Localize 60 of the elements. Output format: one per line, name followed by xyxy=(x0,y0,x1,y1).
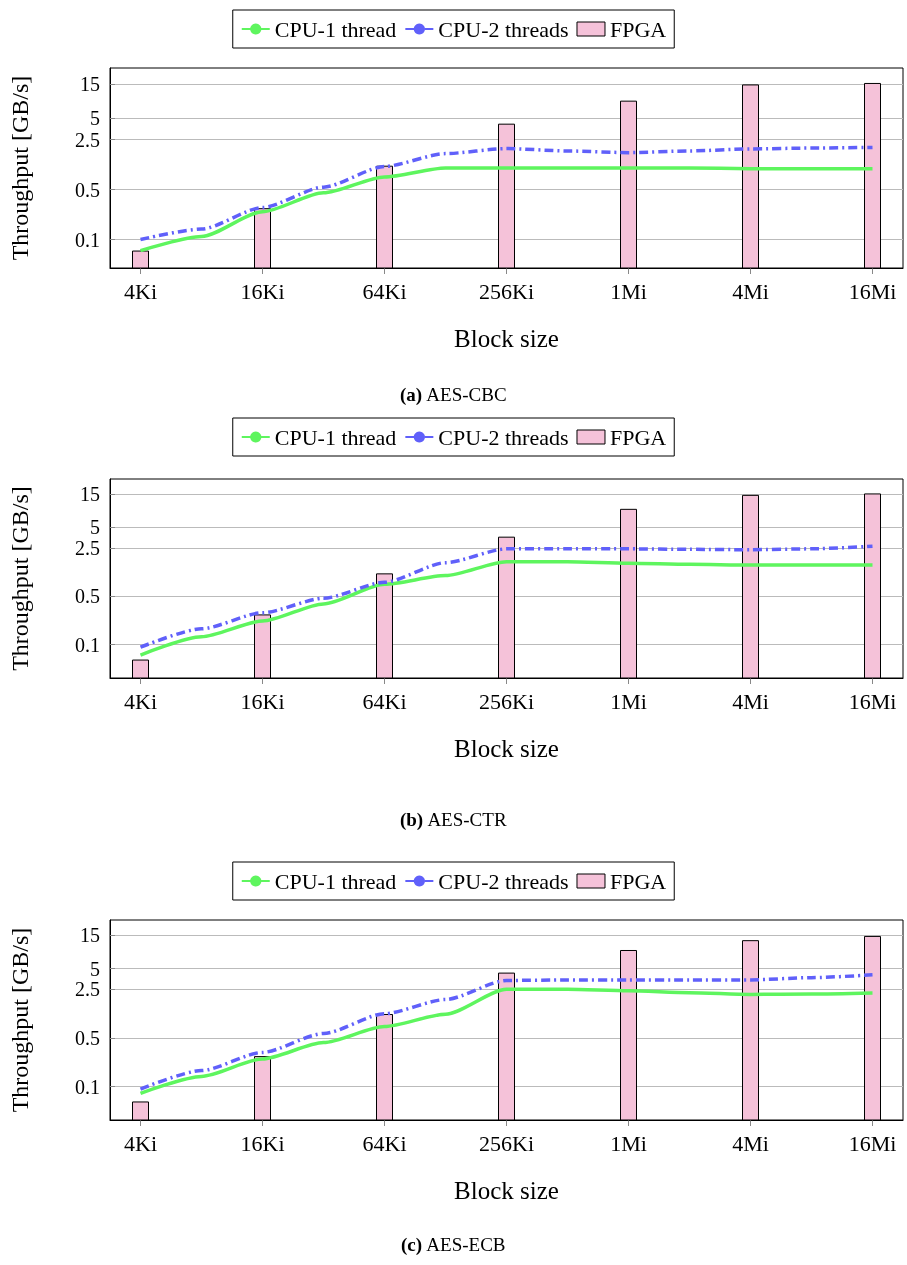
text: (a) AES-CBC xyxy=(399,384,507,406)
y-tick-label: 0.1 xyxy=(75,633,100,656)
y-tick-label: 0.1 xyxy=(75,228,100,251)
x-tick-label: 64Ki xyxy=(362,688,407,714)
line-series xyxy=(138,973,875,1091)
y-axis-title: Throughput [GB/s] xyxy=(7,75,33,261)
x-tick-label: 1Mi xyxy=(610,688,647,714)
y-tick-label: 5 xyxy=(90,516,100,539)
x-tick-label: 256Ki xyxy=(479,278,534,304)
legend-label: CPU-2 threads xyxy=(438,424,569,450)
legend-label: CPU-1 thread xyxy=(274,424,397,450)
x-tick-label: 4Mi xyxy=(732,1130,769,1156)
x-tick-label: 4Ki xyxy=(124,688,157,714)
line-series xyxy=(138,987,875,1096)
y-axis-title: Throughput [GB/s] xyxy=(7,486,33,671)
y-tick-label: 5 xyxy=(90,107,100,129)
x-axis-title: Block size xyxy=(454,735,559,762)
x-tick-label: 4Mi xyxy=(732,278,769,304)
y-tick-label: 2.5 xyxy=(75,128,100,151)
legend-label: CPU-1 thread xyxy=(274,16,397,42)
y-tick-label: 0.5 xyxy=(75,585,100,608)
y-tick-label: 15 xyxy=(80,483,100,506)
x-tick-label: 256Ki xyxy=(479,688,534,714)
y-axis-title: Throughput [GB/s] xyxy=(7,927,33,1113)
x-axis-title: Block size xyxy=(454,1177,559,1204)
x-tick-label: 16Mi xyxy=(848,1130,897,1156)
x-tick-label: 4Ki xyxy=(124,1130,157,1156)
line-series xyxy=(138,559,875,657)
text: (c) AES-ECB xyxy=(400,1234,506,1256)
legend-label: FPGA xyxy=(610,424,667,450)
y-tick-label: 2.5 xyxy=(75,978,100,1001)
y-tick-label: 5 xyxy=(90,957,100,980)
x-tick-label: 16Mi xyxy=(848,688,897,714)
x-tick-label: 16Mi xyxy=(848,278,897,304)
legend-label: FPGA xyxy=(610,16,667,42)
x-tick-label: 64Ki xyxy=(362,278,407,304)
text: (b) AES-CTR xyxy=(399,809,507,831)
x-tick-label: 16Ki xyxy=(240,278,285,304)
line-series xyxy=(138,145,875,242)
x-axis-title: Block size xyxy=(454,325,559,352)
legend-label: FPGA xyxy=(610,868,667,894)
x-tick-label: 1Mi xyxy=(610,278,647,304)
y-tick-label: 15 xyxy=(80,72,100,95)
legend-label: CPU-1 thread xyxy=(274,868,397,894)
y-tick-label: 2.5 xyxy=(75,537,100,560)
legend-label: CPU-2 threads xyxy=(438,16,569,42)
x-tick-label: 256Ki xyxy=(479,1130,534,1156)
x-tick-label: 64Ki xyxy=(362,1130,407,1156)
x-tick-label: 1Mi xyxy=(610,1130,647,1156)
y-tick-label: 15 xyxy=(80,924,100,947)
x-tick-label: 4Mi xyxy=(732,688,769,714)
line-series xyxy=(138,166,875,253)
y-tick-label: 0.1 xyxy=(75,1075,100,1098)
x-tick-label: 16Ki xyxy=(240,688,285,714)
y-tick-label: 0.5 xyxy=(75,1027,100,1050)
y-tick-label: 0.5 xyxy=(75,178,100,201)
x-tick-label: 16Ki xyxy=(240,1130,285,1156)
x-tick-label: 4Ki xyxy=(124,278,157,304)
line-series xyxy=(138,544,875,649)
legend-label: CPU-2 threads xyxy=(438,868,569,894)
